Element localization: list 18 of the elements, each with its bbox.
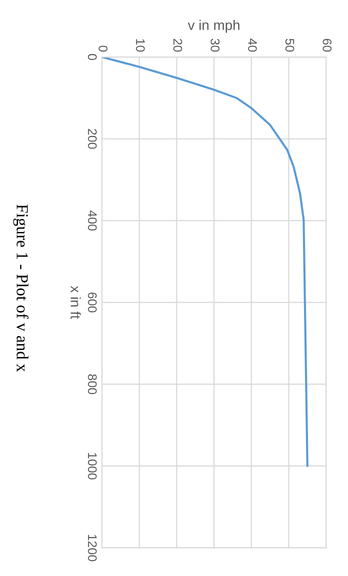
x-tick-label: 30	[210, 38, 220, 52]
x-tick-label: 60	[322, 38, 332, 52]
caption: Figure 1 - Plot of v and x	[13, 204, 29, 372]
y-axis-title: x in ft	[70, 286, 81, 319]
y-tick-label: 200	[88, 129, 97, 149]
y-tick-label: 0	[88, 54, 97, 60]
y-tick-label: 600	[88, 292, 97, 312]
y-tick-label: 800	[88, 374, 97, 394]
x-tick-label: 50	[285, 38, 294, 52]
y-tick-label: 1200	[88, 534, 97, 562]
x-tick-label: 10	[136, 39, 145, 52]
y-tick-label: 1000	[88, 453, 97, 480]
y-tick-label: 400	[88, 210, 97, 231]
x-tick-label: 40	[248, 38, 257, 52]
x-tick-label: 0	[98, 46, 108, 52]
x-tick-label: 20	[173, 38, 182, 52]
x-axis-title: v in mph	[188, 20, 240, 33]
line-series	[102, 57, 308, 468]
